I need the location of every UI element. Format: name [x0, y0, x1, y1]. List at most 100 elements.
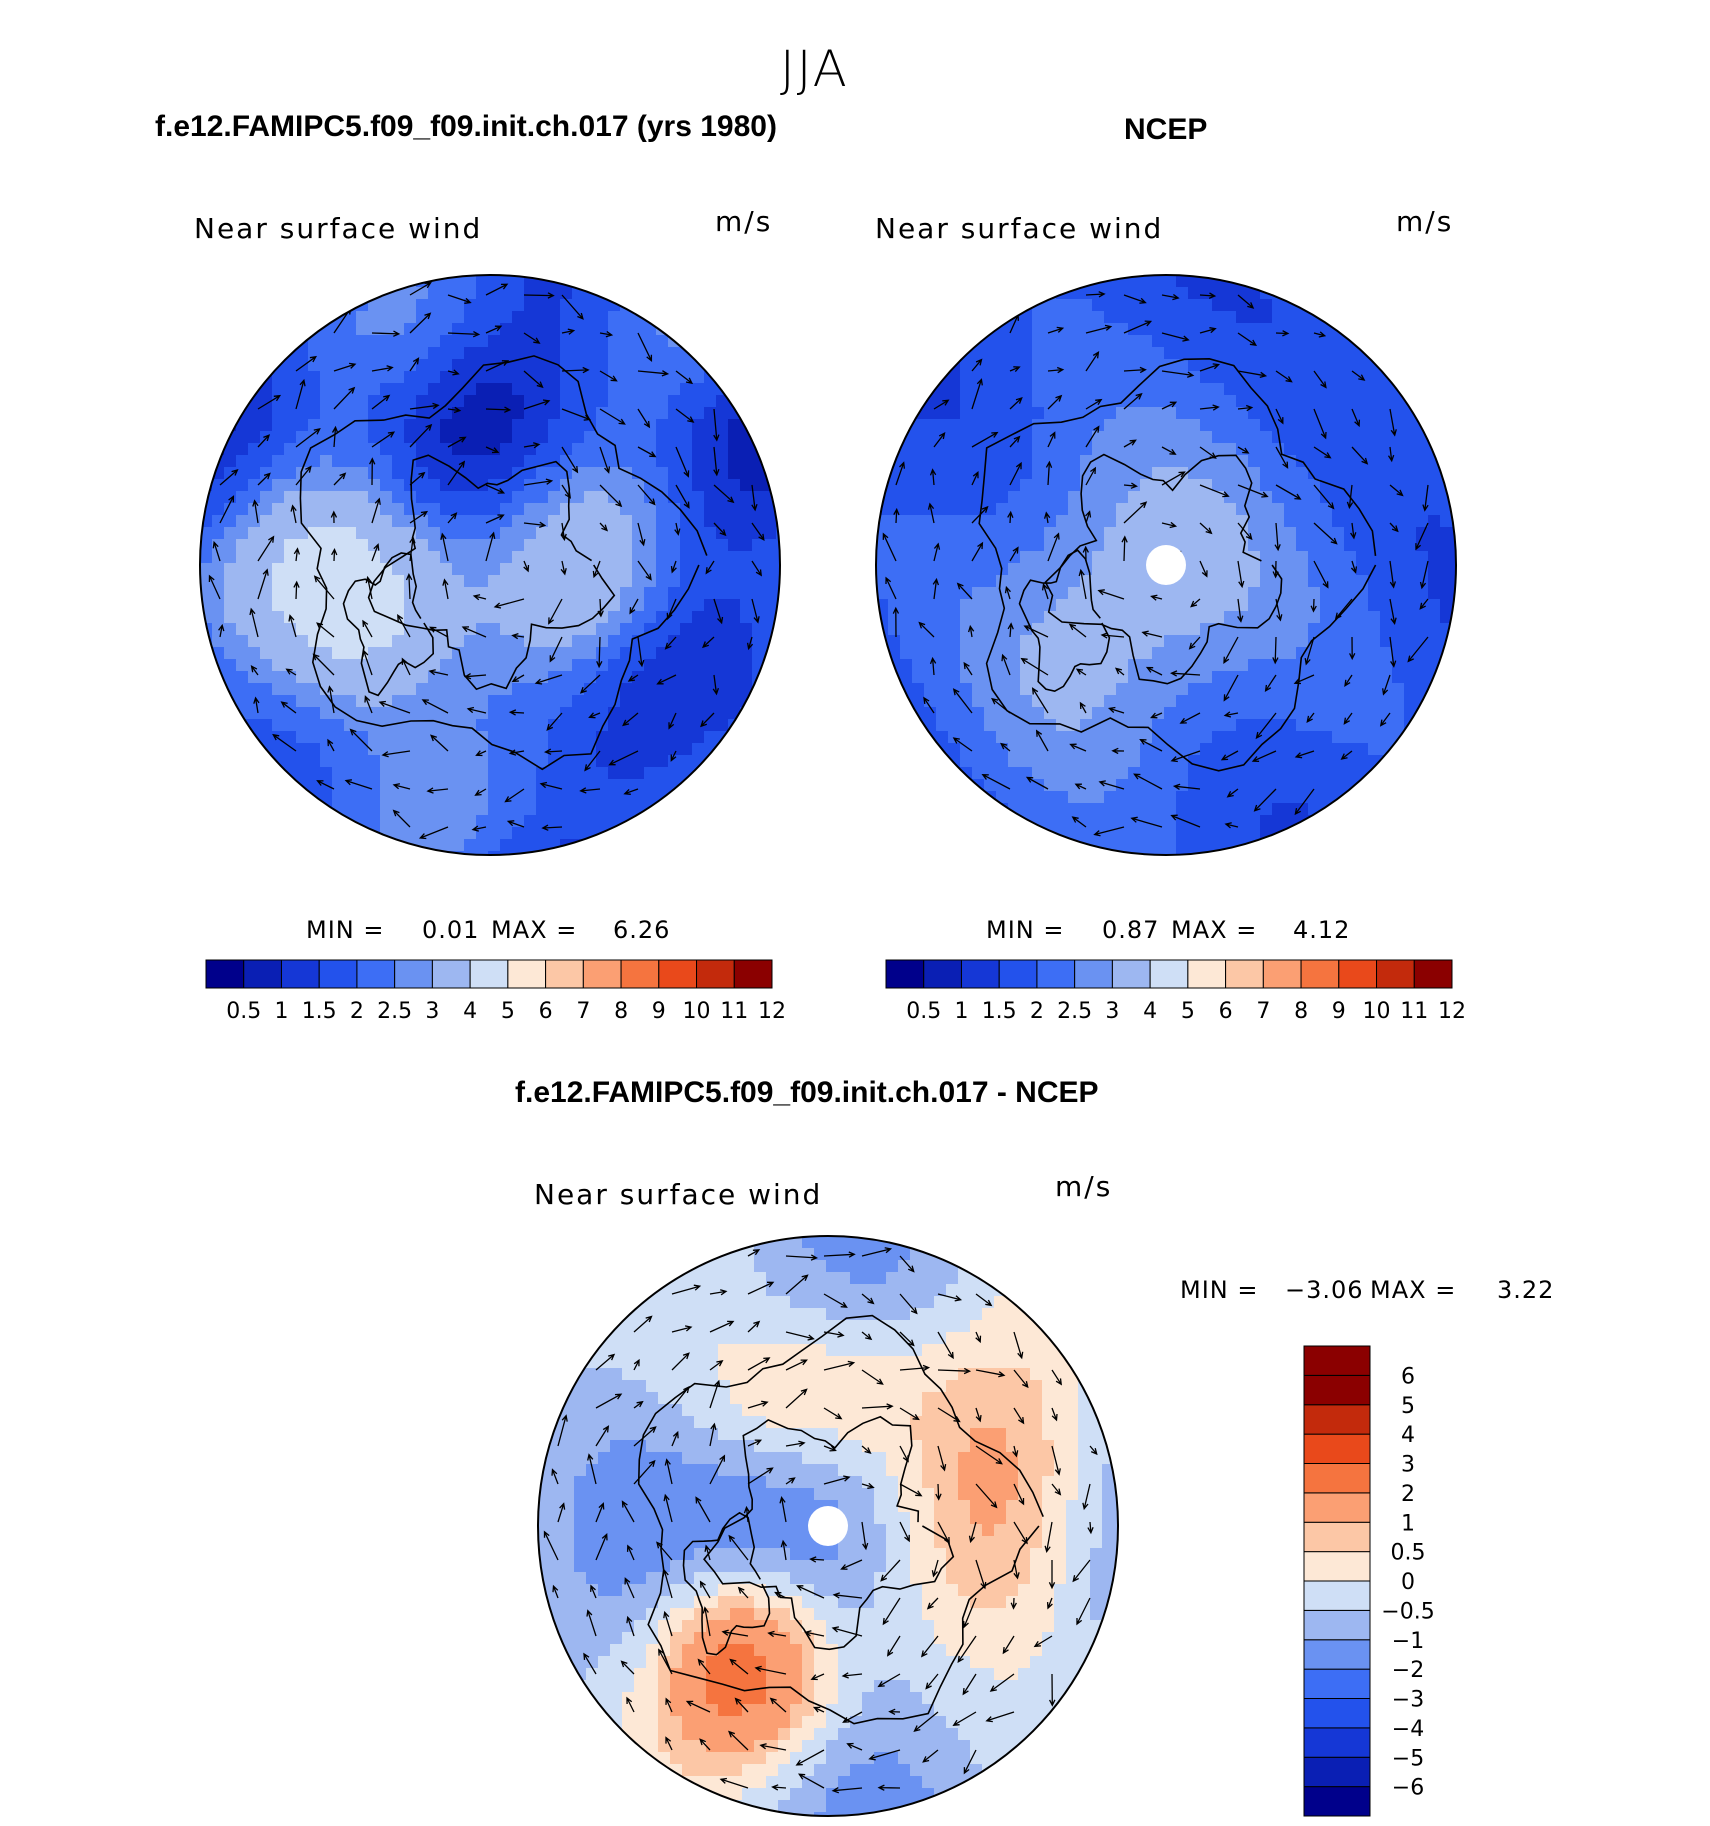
wind-arrow — [747, 1249, 761, 1257]
wind-arrow — [561, 446, 579, 474]
wind-arrow — [595, 1502, 605, 1523]
wind-arrow — [485, 514, 505, 524]
wind-arrow — [1334, 598, 1353, 620]
wind-arrow — [671, 1385, 690, 1409]
wind-arrow — [671, 1284, 702, 1295]
wind-arrow — [1294, 750, 1315, 759]
colorbar-swatch — [1303, 1639, 1371, 1670]
wind-arrow — [956, 582, 973, 600]
wind-arrow — [1035, 729, 1049, 752]
wind-arrow — [1272, 636, 1279, 665]
colorbar-panel-1: 0.5 1 1.5 2 2.5 3 4 5 6 7 8 9 10 11 12 — [205, 959, 786, 1024]
colorbar-tick-label: 7 — [1256, 999, 1270, 1024]
wind-arrow — [1350, 522, 1357, 540]
wind-arrow — [877, 1784, 901, 1791]
wind-arrow — [937, 1293, 963, 1302]
colorbar-tick-label: 0.5 — [1391, 1541, 1426, 1566]
wind-arrow — [561, 484, 572, 499]
wind-arrow — [1172, 783, 1201, 790]
wind-arrow — [331, 425, 339, 448]
panel-2-units: m/s — [1396, 205, 1454, 238]
colorbar-swatch — [923, 959, 962, 989]
wind-arrow — [1161, 446, 1177, 455]
wind-arrow — [804, 1630, 825, 1637]
wind-arrow — [1190, 598, 1201, 608]
wind-arrow — [674, 522, 681, 536]
wind-arrow — [1161, 471, 1186, 486]
wind-arrow — [511, 632, 525, 640]
wind-arrow — [397, 614, 411, 638]
wind-arrow — [1123, 501, 1148, 524]
wind-arrow — [447, 406, 462, 414]
wind-arrow — [751, 560, 763, 577]
wind-arrow — [257, 472, 271, 486]
panel-1-title: f.e12.FAMIPC5.f09_f09.init.ch.017 (yrs 1… — [155, 110, 777, 143]
wind-arrow — [665, 1736, 673, 1751]
wind-arrow — [1389, 560, 1397, 589]
colorbar-tick-label: −6 — [1392, 1776, 1424, 1801]
wind-arrow — [880, 1559, 901, 1582]
wind-arrow — [333, 472, 347, 486]
wind-arrow — [861, 1331, 873, 1341]
colorbar-tick-label: 7 — [576, 999, 590, 1024]
wind-arrow — [1013, 1483, 1025, 1506]
wind-arrow — [1111, 747, 1125, 755]
colorbar-tick-label: 1 — [1401, 1511, 1415, 1536]
wind-arrow — [523, 370, 544, 389]
wind-arrow — [637, 636, 645, 668]
wind-arrow — [1123, 320, 1153, 334]
wind-vectors — [208, 282, 765, 840]
wind-arrow — [675, 484, 690, 509]
wind-arrow — [362, 619, 373, 638]
wind-arrow — [344, 779, 373, 790]
wind-arrow — [208, 574, 221, 600]
colorbar-swatch — [1303, 1521, 1371, 1553]
wind-arrow — [543, 1530, 559, 1561]
wind-arrow — [886, 1635, 901, 1657]
colorbar-swatch — [243, 959, 282, 989]
wind-arrow — [608, 750, 639, 766]
wind-arrow — [293, 580, 300, 600]
wind-arrow — [868, 1749, 901, 1761]
wind-arrow — [1199, 363, 1221, 372]
wind-arrow — [656, 1541, 673, 1561]
colorbar-tick-label: 12 — [758, 999, 786, 1024]
wind-arrow — [1009, 461, 1022, 486]
wind-arrow — [252, 499, 259, 524]
wind-arrow — [485, 531, 496, 562]
wind-arrow — [560, 522, 567, 542]
wind-arrow — [637, 370, 670, 377]
colorbar-tick-label: 3 — [1401, 1453, 1415, 1478]
wind-arrow — [952, 1711, 977, 1726]
wind-arrow — [1422, 484, 1429, 512]
colorbar-swatch — [960, 959, 1000, 989]
wind-arrow — [831, 1787, 863, 1794]
wind-arrow — [712, 674, 720, 696]
colorbar-swatch — [1303, 1668, 1371, 1699]
wind-arrow — [971, 358, 983, 372]
panel-1-subtitle: Near surface wind — [194, 212, 483, 245]
colorbar-tick-label: 5 — [501, 999, 515, 1024]
wind-arrow — [1389, 636, 1397, 668]
wind-arrow — [1085, 398, 1103, 410]
wind-vectors — [543, 1247, 1098, 1794]
wind-arrow — [929, 468, 937, 486]
wind-arrow — [729, 1658, 749, 1675]
wind-arrow — [1170, 670, 1201, 677]
wind-arrow — [539, 781, 563, 790]
wind-arrow — [1123, 482, 1138, 489]
colorbar-swatch — [1300, 959, 1340, 989]
wind-arrow — [621, 1500, 635, 1523]
wind-arrow — [371, 330, 401, 337]
wind-arrow — [1130, 816, 1163, 828]
wind-arrow — [664, 1458, 673, 1485]
wind-arrow — [1047, 366, 1065, 374]
wind-arrow — [971, 541, 984, 562]
wind-arrow — [785, 1440, 806, 1447]
wind-arrow — [769, 1697, 787, 1713]
wind-arrow — [695, 1496, 711, 1523]
wind-arrow — [392, 809, 411, 828]
wind-arrow — [719, 1777, 749, 1789]
wind-arrow — [746, 636, 754, 651]
wind-arrow — [447, 460, 466, 486]
